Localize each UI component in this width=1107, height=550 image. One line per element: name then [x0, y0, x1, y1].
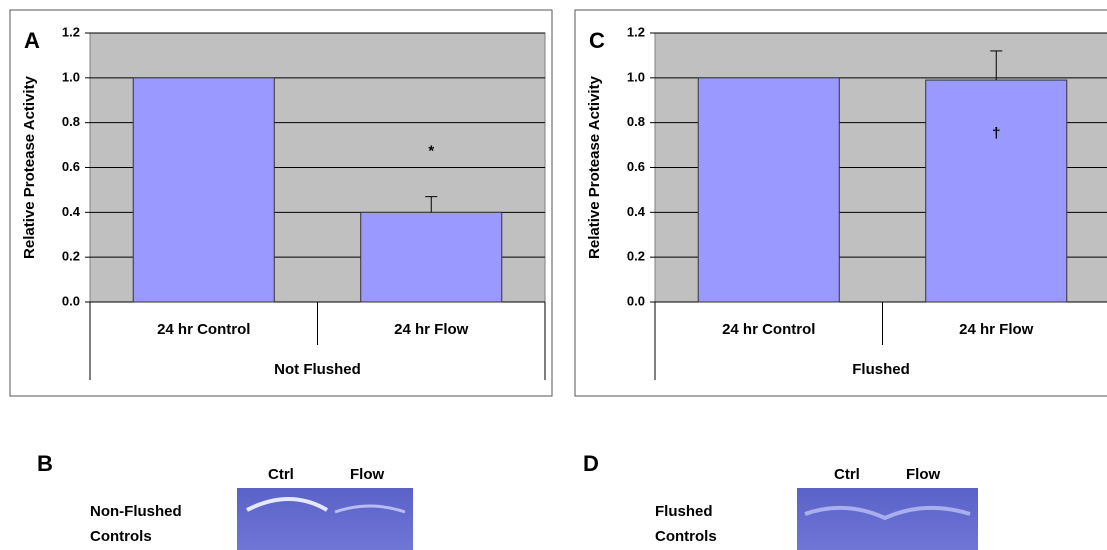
- gel-caption: Controls: [90, 528, 152, 545]
- y-axis-title: Relative Protease Activity: [586, 75, 603, 259]
- panel-label: A: [24, 28, 40, 53]
- lane-label: Ctrl: [268, 466, 294, 483]
- chart-panel: A Relative Protease Activity 0.0 0.2 0.4 0.6 0…: [10, 10, 552, 396]
- y-tick-label: 0.2: [62, 249, 80, 264]
- x-tick-label: 24 hr Control: [157, 321, 250, 338]
- y-tick-label: 0.0: [627, 293, 645, 308]
- y-tick-label: 0.8: [627, 114, 645, 129]
- group-label: Not Flushed: [274, 361, 361, 378]
- x-tick-label: 24 hr Flow: [394, 321, 469, 338]
- gel-caption: Controls: [655, 528, 717, 545]
- y-tick-label: 1.2: [627, 24, 645, 39]
- chart-panel: C Relative Protease Activity 0.0 0.2 0.4 0.6 0…: [575, 10, 1107, 396]
- y-tick-label: 0.2: [627, 249, 645, 264]
- y-tick-label: 0.8: [62, 114, 80, 129]
- y-tick-label: 1.2: [62, 24, 80, 39]
- lane-label: Ctrl: [834, 466, 860, 483]
- gel-caption: Non-Flushed: [90, 503, 182, 520]
- y-tick-label: 1.0: [627, 69, 645, 84]
- annotation: †: [992, 125, 1000, 142]
- y-tick-label: 1.0: [62, 69, 80, 84]
- gel-d: D Ctrl Flow Flushed Controls: [583, 451, 978, 550]
- y-tick-label: 0.6: [62, 159, 80, 174]
- bar: [133, 78, 274, 302]
- bar: [926, 80, 1067, 302]
- lane-label: Flow: [906, 466, 940, 483]
- annotation: *: [428, 143, 434, 160]
- y-tick-label: 0.4: [627, 204, 646, 219]
- group-label: Flushed: [852, 361, 910, 378]
- panel-label: C: [589, 28, 605, 53]
- bar: [361, 212, 502, 302]
- gel-caption: Flushed: [655, 503, 713, 520]
- panel-label: D: [583, 451, 599, 476]
- gel-image: [237, 488, 413, 550]
- bar: [698, 78, 839, 302]
- y-tick-label: 0.0: [62, 293, 80, 308]
- y-tick-label: 0.6: [627, 159, 645, 174]
- x-tick-label: 24 hr Control: [722, 321, 815, 338]
- gel-b: B Ctrl Flow Non-Flushed Controls: [37, 451, 413, 550]
- x-tick-label: 24 hr Flow: [959, 321, 1034, 338]
- figure: B Ctrl Flow Non-Flushed Controls D Ctrl …: [0, 0, 1107, 550]
- y-tick-label: 0.4: [62, 204, 81, 219]
- panel-label: B: [37, 451, 53, 476]
- lane-label: Flow: [350, 466, 384, 483]
- y-axis-title: Relative Protease Activity: [21, 75, 38, 259]
